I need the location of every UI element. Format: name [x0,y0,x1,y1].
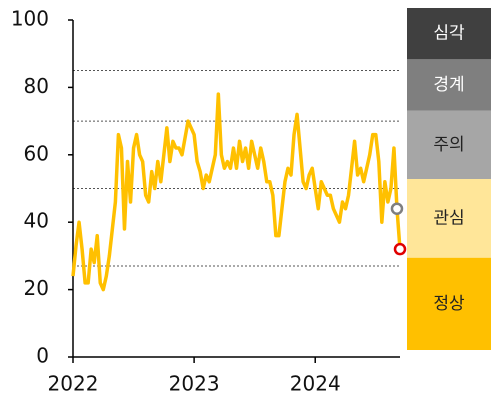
level-band [407,8,491,60]
y-tick-label: 60 [24,141,49,165]
level-band [407,59,491,111]
level-label: 관심 [433,208,464,228]
point-marker [390,202,404,215]
x-tick-label: 2024 [290,372,341,396]
x-tick-label: 2023 [169,372,220,396]
level-label: 주의 [433,135,464,155]
y-tick-label: 0 [36,344,49,368]
level-band [407,179,491,258]
level-band [407,110,491,179]
level-label: 심각 [433,24,465,44]
y-tick-label: 100 [11,7,49,31]
y-tick-label: 20 [24,276,49,300]
level-band [407,257,491,350]
x-tick-label: 2022 [48,372,99,396]
level-label: 정상 [433,294,465,314]
line [71,92,402,292]
point-marker [393,242,407,256]
y-tick-label: 80 [24,74,49,98]
y-tick-label: 40 [24,209,49,233]
level-label: 경계 [433,75,464,95]
